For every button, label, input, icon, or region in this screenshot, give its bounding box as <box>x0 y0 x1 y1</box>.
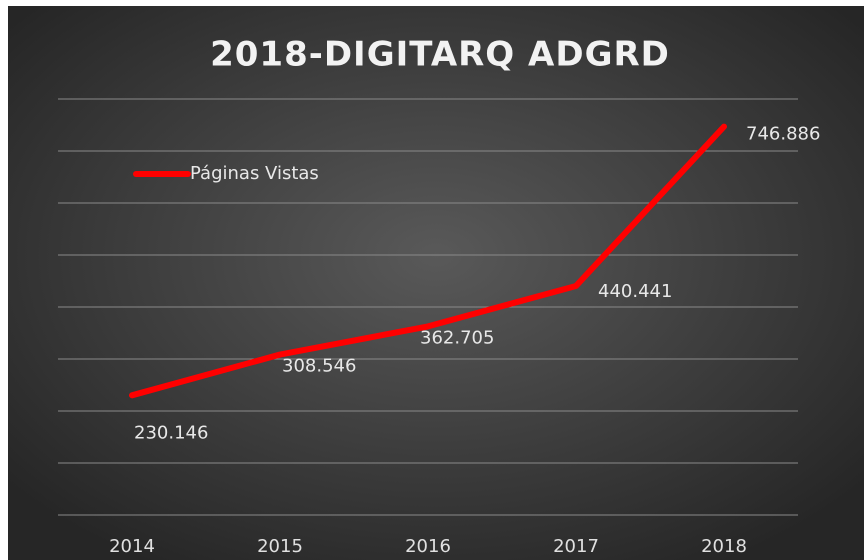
legend-label: Páginas Vistas <box>190 163 319 184</box>
data-label: 308.546 <box>282 356 356 377</box>
x-tick-label: 2014 <box>109 536 155 557</box>
line <box>129 123 727 399</box>
x-tick-label: 2018 <box>701 536 747 557</box>
chart-title: 2018-DIGITARQ ADGRD <box>210 35 670 75</box>
x-tick-label: 2017 <box>553 536 599 557</box>
x-tick-label: 2016 <box>405 536 451 557</box>
x-tick-label: 2015 <box>257 536 303 557</box>
data-label: 746.886 <box>746 124 820 145</box>
data-label: 440.441 <box>598 281 672 302</box>
chart-background <box>8 6 864 560</box>
data-label: 362.705 <box>420 327 494 348</box>
data-label: 230.146 <box>134 422 208 443</box>
